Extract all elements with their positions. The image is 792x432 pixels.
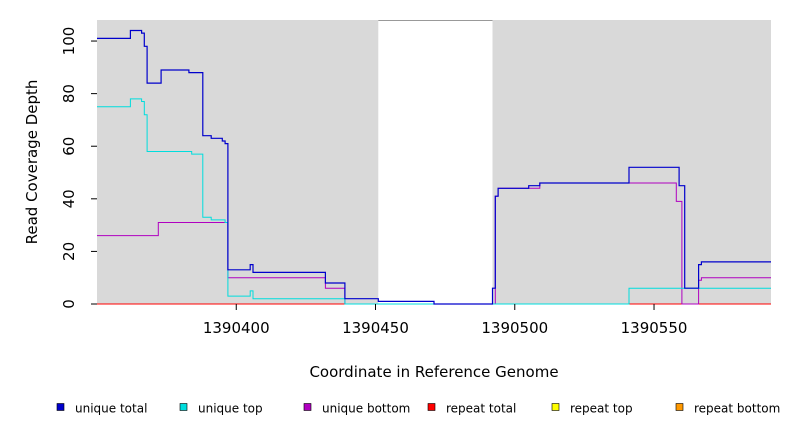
legend-label: unique total xyxy=(75,402,147,416)
y-tick-label: 100 xyxy=(60,27,78,56)
y-tick-label: 60 xyxy=(60,137,78,156)
x-tick-label: 1390450 xyxy=(342,319,409,337)
legend-swatch xyxy=(179,403,188,411)
legend-swatch xyxy=(427,403,436,411)
legend-swatch xyxy=(551,403,560,411)
y-tick-label: 80 xyxy=(60,84,78,103)
y-tick-label: 20 xyxy=(60,242,78,261)
series-layer xyxy=(97,29,771,305)
series-line-unique-top xyxy=(97,98,771,305)
legend-label: repeat bottom xyxy=(694,402,780,416)
legend-label: unique bottom xyxy=(322,402,410,416)
x-tick-label: 1390400 xyxy=(203,319,270,337)
legend-swatch xyxy=(675,403,684,411)
y-tick-label: 40 xyxy=(60,189,78,208)
y-tick-label: 0 xyxy=(60,299,78,309)
legend-swatch xyxy=(303,403,312,411)
x-axis-title: Coordinate in Reference Genome xyxy=(309,363,558,381)
legend: unique total unique top unique bottom repea… xyxy=(56,402,780,416)
y-axis-title: Read Coverage Depth xyxy=(23,80,41,245)
x-tick-label: 1390500 xyxy=(481,319,548,337)
legend-label: unique top xyxy=(198,402,263,416)
uncovered-region xyxy=(378,20,493,304)
series-line-unique-total xyxy=(97,29,771,305)
legend-label: repeat total xyxy=(446,402,516,416)
x-tick-label: 1390550 xyxy=(621,319,688,337)
legend-label: repeat top xyxy=(570,402,633,416)
y-axis-ticks: 0 20 40 60 80 100 xyxy=(60,27,97,309)
x-axis-ticks: 1390400 1390450 1390500 1390550 xyxy=(203,304,688,337)
legend-swatch xyxy=(56,403,65,411)
